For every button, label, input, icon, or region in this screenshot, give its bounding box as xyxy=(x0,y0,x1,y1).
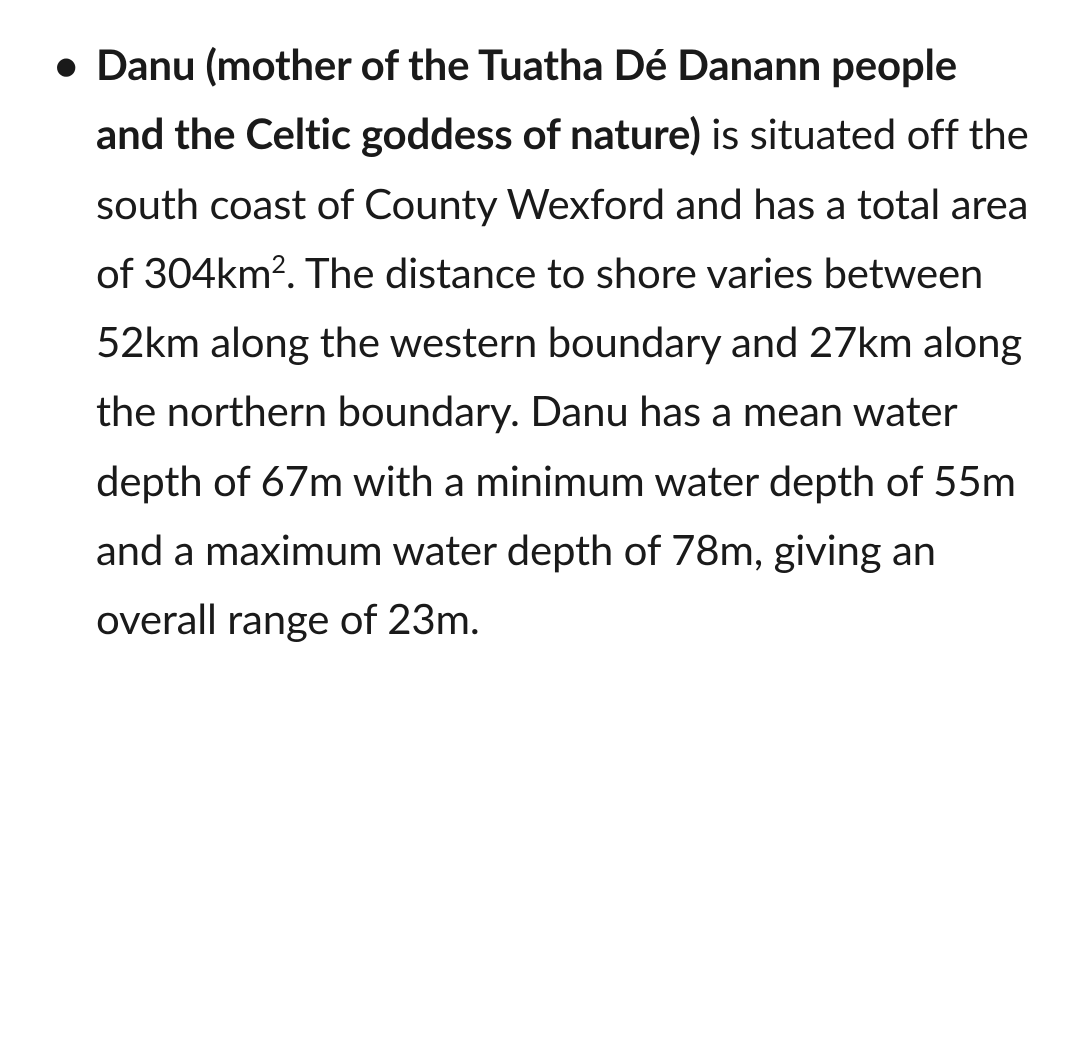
list-item: Danu (mother of the Tuatha Dé Danann peo… xyxy=(48,30,1032,654)
superscript: 2 xyxy=(271,249,285,279)
regular-text-after: . The distance to shore varies between 5… xyxy=(96,247,1022,643)
bullet-list: Danu (mother of the Tuatha Dé Danann peo… xyxy=(48,30,1032,654)
